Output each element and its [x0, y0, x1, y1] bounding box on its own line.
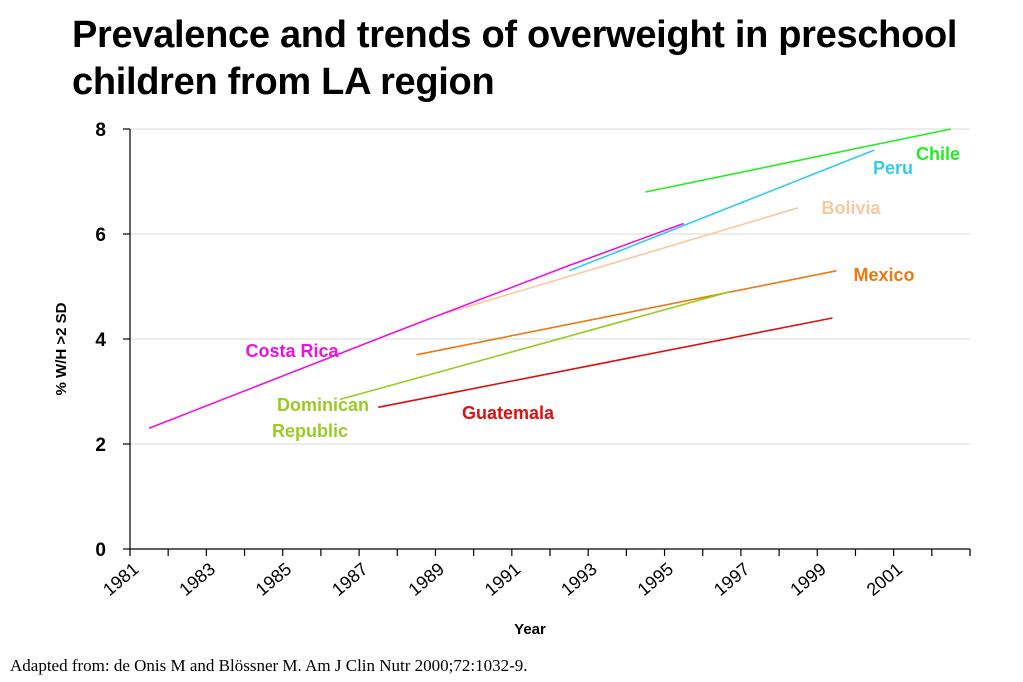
y-tick-label: 4 — [95, 330, 106, 351]
series-line-chile — [645, 128, 952, 193]
source-citation: Adapted from: de Onis M and Blössner M. … — [10, 656, 528, 675]
x-tick-label: 1991 — [481, 559, 525, 600]
series-line-mexico — [416, 270, 837, 356]
x-tick-label: 1995 — [634, 559, 678, 600]
x-tick-label: 1987 — [328, 559, 372, 600]
y-tick-label: 2 — [95, 435, 106, 456]
series-line-dominican-republic — [339, 291, 730, 401]
y-tick-label: 6 — [95, 225, 106, 246]
series-label-dominican-republic: Dominican Republic — [272, 395, 369, 441]
series-label-mexico: Mexico — [853, 265, 914, 285]
series-label-chile: Chile — [916, 144, 960, 164]
x-axis-title: Year — [514, 621, 546, 638]
chart-title: Prevalence and trends of overweight in p… — [72, 14, 958, 103]
y-tick-label: 8 — [95, 120, 106, 141]
x-tick-label: 1989 — [404, 559, 448, 600]
y-tick-label: 0 — [95, 540, 106, 561]
x-tick-label: 1985 — [252, 559, 296, 600]
series-line-guatemala — [378, 317, 833, 409]
y-axis-title: % W/H >2 SD — [53, 302, 70, 395]
x-tick-label: 2001 — [863, 559, 907, 600]
series-line-peru — [568, 149, 875, 272]
series-line-costa-rica — [148, 222, 684, 430]
series-label-bolivia: Bolivia — [821, 198, 881, 218]
series-label-guatemala: Guatemala — [462, 403, 555, 423]
x-tick-label: 1981 — [99, 559, 143, 600]
series-label-costa-rica: Costa Rica — [245, 341, 339, 361]
x-tick-label: 1999 — [786, 559, 830, 600]
x-tick-label: 1993 — [557, 559, 601, 600]
series-label-peru: Peru — [873, 158, 913, 178]
x-tick-label: 1997 — [710, 559, 754, 600]
series-line-bolivia — [446, 207, 799, 314]
x-tick-label: 1983 — [175, 559, 219, 600]
